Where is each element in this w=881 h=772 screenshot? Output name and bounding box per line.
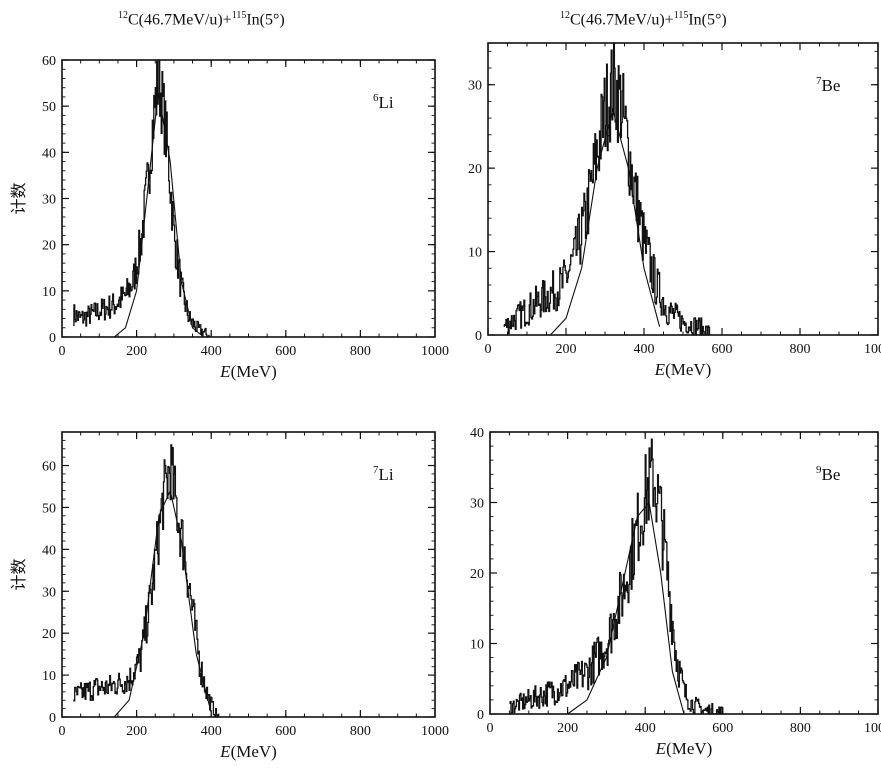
y-tick-label: 30 [470,497,484,512]
panel-9be: 0 200 400 600 800 1000 0 10 20 30 40 E(MeV) 9Be [470,426,881,758]
x-tick-label: 1000 [421,724,449,739]
x-tick-label: 400 [201,724,222,739]
x-tick-label: 800 [790,721,811,736]
x-tick-label: 800 [350,724,371,739]
measured-spectrum [503,42,711,336]
fit-curve [113,488,212,718]
y-tick-label: 30 [468,79,482,94]
x-axis-label: E(MeV) [654,360,712,379]
x-tick-label: 0 [59,344,66,359]
y-tick-label: 20 [468,162,482,177]
isotope-label: 7Be [816,75,840,95]
y-tick-label: 40 [42,146,56,161]
x-tick-label: 800 [790,342,811,357]
x-tick-label: 600 [275,724,296,739]
y-tick-label: 50 [42,501,56,516]
x-tick-label: 200 [557,721,578,736]
y-tick-label: 40 [470,426,484,441]
x-axis-label: E(MeV) [219,362,277,381]
x-tick-label: 1000 [864,721,881,736]
y-tick-label: 0 [49,711,56,726]
y-tick-label: 20 [470,567,484,582]
y-tick-label: 10 [470,638,484,653]
x-tick-label: 200 [126,344,147,359]
y-tick-label: 20 [42,627,56,642]
y-tick-label: 30 [42,193,56,208]
y-tick-label: 40 [42,543,56,558]
x-tick-label: 400 [201,344,222,359]
y-tick-label: 0 [475,329,482,344]
y-tick-label: 10 [42,669,56,684]
x-axis-label: E(MeV) [655,739,713,758]
measured-spectrum [509,438,723,715]
y-tick-label: 10 [42,285,56,300]
x-tick-label: 400 [635,721,656,736]
x-tick-label: 600 [275,344,296,359]
y-axis-label: 计数 [10,182,28,214]
x-tick-label: 200 [556,342,577,357]
measured-spectrum [73,59,210,338]
y-tick-label: 0 [477,708,484,723]
x-tick-label: 0 [487,721,494,736]
fit-curve [113,92,205,338]
fit-curve [549,107,661,336]
y-tick-label: 60 [42,54,56,69]
panel-7li: 0 200 400 600 800 1000 0 10 20 30 40 50 60 E(MeV) 计数 7L… [10,431,449,761]
isotope-label: 6Li [373,92,394,112]
x-tick-label: 400 [634,342,655,357]
x-tick-label: 600 [712,342,733,357]
fit-curve [567,501,685,715]
isotope-label: 7Li [373,464,394,484]
isotope-label: 9Be [816,464,840,484]
x-tick-label: 1000 [864,342,881,357]
y-axis-label: 计数 [10,558,28,590]
x-tick-label: 0 [485,342,492,357]
x-tick-label: 0 [59,724,66,739]
y-tick-label: 30 [42,585,56,600]
x-tick-label: 800 [350,344,371,359]
y-tick-label: 20 [42,239,56,254]
measured-spectrum [73,444,220,718]
x-axis-label: E(MeV) [219,742,277,761]
y-tick-label: 10 [468,246,482,261]
x-tick-label: 200 [126,724,147,739]
y-tick-label: 60 [42,460,56,475]
x-tick-label: 1000 [421,344,449,359]
y-tick-label: 50 [42,100,56,115]
column-title-left: 12C(46.7MeV/u)+115In(5°) [118,10,285,29]
panel-7be: 0 200 400 600 800 1000 0 10 20 30 E(MeV) 7Be [468,42,881,379]
column-title-right: 12C(46.7MeV/u)+115In(5°) [560,10,727,29]
x-tick-label: 600 [712,721,733,736]
panel-6li: 0 200 400 600 800 1000 0 10 20 30 40 50 60 E(MeV) 计数 6L… [10,54,449,381]
y-tick-label: 0 [49,331,56,346]
